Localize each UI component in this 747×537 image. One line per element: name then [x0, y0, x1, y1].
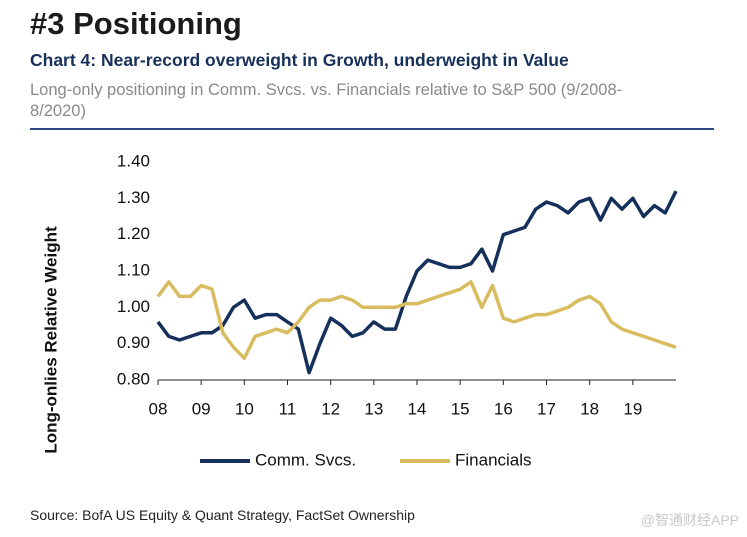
y-tick-label: 0.80 — [117, 369, 150, 388]
x-tick-label: 13 — [364, 399, 383, 418]
header: #3 Positioning — [30, 6, 242, 41]
x-tick-label: 14 — [408, 399, 427, 418]
chart: Long-onlies Relative Weight 0.80 0.90 1.00… — [41, 151, 678, 469]
y-tick-label: 0.90 — [117, 333, 150, 352]
x-tick-label: 12 — [321, 399, 340, 418]
divider — [30, 128, 714, 130]
x-tick-label: 11 — [279, 399, 297, 418]
watermark: @智通财经APP — [640, 512, 739, 528]
y-tick-label: 1.40 — [117, 151, 150, 170]
legend-label: Comm. Svcs. — [255, 450, 356, 469]
x-tick-label: 19 — [623, 399, 642, 418]
y-tick-label: 1.30 — [117, 188, 150, 207]
y-tick-label: 1.00 — [117, 297, 150, 316]
source: Source: BofA US Equity & Quant Strategy,… — [30, 507, 415, 523]
x-tick-label: 16 — [494, 399, 513, 418]
x-tick-label: 18 — [580, 399, 599, 418]
series-line — [156, 280, 677, 360]
chart-title: Chart 4: Near-record overweight in Growt… — [30, 50, 569, 70]
x-tick-label: 08 — [149, 399, 168, 418]
chart-subtitle: Long-only positioning in Comm. Svcs. vs.… — [30, 81, 623, 120]
series-line — [156, 190, 678, 375]
legend-label: Financials — [455, 450, 532, 469]
y-axis-title: Long-onlies Relative Weight — [41, 226, 60, 454]
x-tick-label: 17 — [537, 399, 556, 418]
x-tick-label: 15 — [451, 399, 470, 418]
y-tick-label: 1.20 — [117, 224, 150, 243]
x-tick-label: 09 — [192, 399, 211, 418]
x-tick-label: 10 — [235, 399, 254, 418]
y-tick-label: 1.10 — [117, 260, 150, 279]
